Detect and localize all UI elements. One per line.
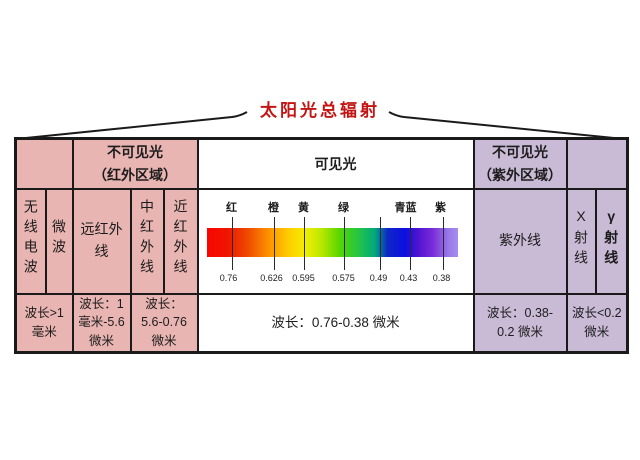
header-empty-left-cell [14,137,74,190]
spectrum-chart: 红 橙 黄 绿 青蓝 紫 0.76 0.626 0.595 [200,191,472,292]
wavelength-radio-microwave: 波长>1毫米 [14,292,74,354]
header-infrared: 不可见光 （红外区域） [71,137,199,190]
wavelength-far-infrared: 波长：1毫米-5.6微米 [71,292,132,354]
spectrum-tick-value-5: 0.49 [369,272,388,283]
band-mid-infrared: 中红外线 [129,187,165,295]
spectrum-tick-4 [343,216,345,270]
band-gamma-label: γ射线 [603,207,620,270]
spectrum-gradient-bar [206,227,458,257]
band-gamma: γ射线 [594,187,629,295]
band-radio-waves-label: 无线电波 [22,198,39,279]
header-visible: 可见光 [196,137,475,190]
spectrum-tick-7 [442,216,444,270]
spectrum-tick-value-4: 0.575 [332,272,355,283]
header-row: 不可见光 （红外区域） 可见光 不可见光 （紫外区域） [14,137,629,190]
band-near-infrared-label: 近红外线 [172,198,189,279]
spectrum-tick-value-6: 0.43 [399,272,418,283]
wavelength-row: 波长>1毫米 波长：1毫米-5.6微米 波长：5.6-0.76微米 波长：0.7… [14,292,629,354]
spectrum-color-label-green: 绿 [338,201,350,214]
band-microwave-label: 微波 [51,218,67,259]
band-row: 无线电波 微波 远红外线 中红外线 近红外线 红 橙 黄 绿 青蓝 紫 [14,187,629,295]
band-mid-infrared-label: 中红外线 [139,198,155,279]
diagram-title: 太阳光总辐射 [260,101,380,120]
spectrum-color-label-yellow: 黄 [298,201,310,214]
band-far-infrared: 远红外线 [71,187,132,295]
spectrum-color-label-red: 红 [226,201,238,214]
spectrum-tick-value-7: 0.38 [432,272,451,283]
spectrum-color-label-orange: 橙 [268,201,280,214]
band-radio-waves: 无线电波 [14,187,47,295]
spectrum-table: 不可见光 （红外区域） 可见光 不可见光 （紫外区域） 无线电波 微波 远红外线… [14,137,630,354]
header-empty-right-cell [565,137,629,190]
band-ultraviolet: 紫外线 [472,187,568,295]
visible-spectrum-cell: 红 橙 黄 绿 青蓝 紫 0.76 0.626 0.595 [196,187,475,295]
spectrum-tick-5 [379,216,381,270]
spectrum-tick-value-3: 0.595 [292,272,315,283]
wavelength-xray-gamma: 波长<0.2微米 [565,292,629,354]
spectrum-tick-6 [409,216,411,270]
spectrum-tick-2 [273,216,275,270]
band-near-infrared: 近红外线 [162,187,199,295]
band-microwave: 微波 [44,187,74,295]
band-xray: X射线 [565,187,597,295]
spectrum-tick-value-1: 0.76 [219,272,238,283]
band-xray-label: X射线 [573,207,590,270]
spectrum-tick-value-2: 0.626 [260,272,283,283]
spectrum-tick-3 [303,216,305,270]
wavelength-mid-near-infrared: 波长：5.6-0.76微米 [129,292,199,354]
wavelength-visible: 波长：0.76-0.38 微米 [196,292,475,354]
header-ultraviolet: 不可见光 （紫外区域） [472,137,568,190]
spectrum-color-label-cyanblue: 青蓝 [394,201,417,214]
spectrum-color-label-violet: 紫 [435,201,447,214]
spectrum-tick-1 [231,216,233,270]
wavelength-ultraviolet: 波长：0.38-0.2 微米 [472,292,568,354]
